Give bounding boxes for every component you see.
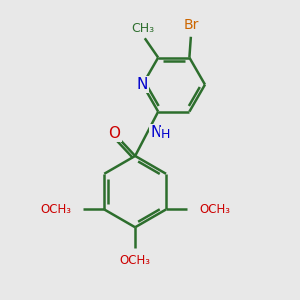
Text: OCH₃: OCH₃ — [120, 254, 151, 267]
Text: H: H — [160, 128, 170, 141]
Text: OCH₃: OCH₃ — [199, 203, 230, 216]
Text: CH₃: CH₃ — [132, 22, 155, 35]
Text: O: O — [108, 126, 120, 141]
Text: N: N — [150, 125, 162, 140]
Text: OCH₃: OCH₃ — [40, 203, 71, 216]
Text: Br: Br — [183, 18, 199, 32]
Text: N: N — [137, 77, 148, 92]
